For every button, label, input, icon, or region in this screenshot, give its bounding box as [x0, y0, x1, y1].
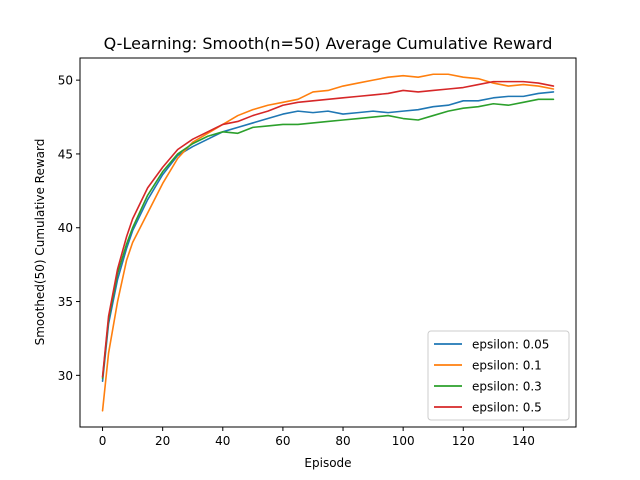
legend-label-0: epsilon: 0.05 [472, 338, 549, 352]
plot-lines [101, 73, 555, 412]
x-tick-label: 40 [215, 434, 230, 448]
x-axis-label: Episode [304, 456, 351, 470]
x-tick-label: 120 [452, 434, 475, 448]
y-tick-label: 35 [58, 295, 73, 309]
series-line-2 [101, 98, 555, 380]
legend-box [427, 330, 570, 421]
plot-frame [79, 57, 577, 428]
x-tick-label: 140 [512, 434, 535, 448]
legend-label-1: epsilon: 0.1 [472, 359, 542, 373]
chart-title: Q-Learning: Smooth(n=50) Average Cumulat… [104, 34, 553, 53]
y-axis: 30 35 40 45 50 [58, 74, 80, 383]
x-tick-label: 0 [99, 434, 107, 448]
legend-label-3: epsilon: 0.5 [472, 401, 542, 415]
series-line-0 [101, 91, 555, 383]
y-tick-label: 50 [58, 74, 73, 88]
legend: epsilon: 0.05 epsilon: 0.1 epsilon: 0.3 … [427, 330, 570, 421]
legend-label-2: epsilon: 0.3 [472, 380, 542, 394]
x-tick-label: 100 [392, 434, 415, 448]
series-line-1 [101, 73, 555, 412]
x-tick-label: 20 [155, 434, 170, 448]
y-tick-label: 40 [58, 221, 73, 235]
y-tick-label: 45 [58, 147, 73, 161]
y-axis-label: Smoothed(50) Cumulative Reward [33, 139, 47, 346]
y-tick-label: 30 [58, 369, 73, 383]
x-tick-label: 80 [335, 434, 350, 448]
series-line-3 [101, 80, 555, 378]
x-axis: 0 20 40 60 80 100 120 140 [99, 427, 535, 448]
x-tick-label: 60 [275, 434, 290, 448]
